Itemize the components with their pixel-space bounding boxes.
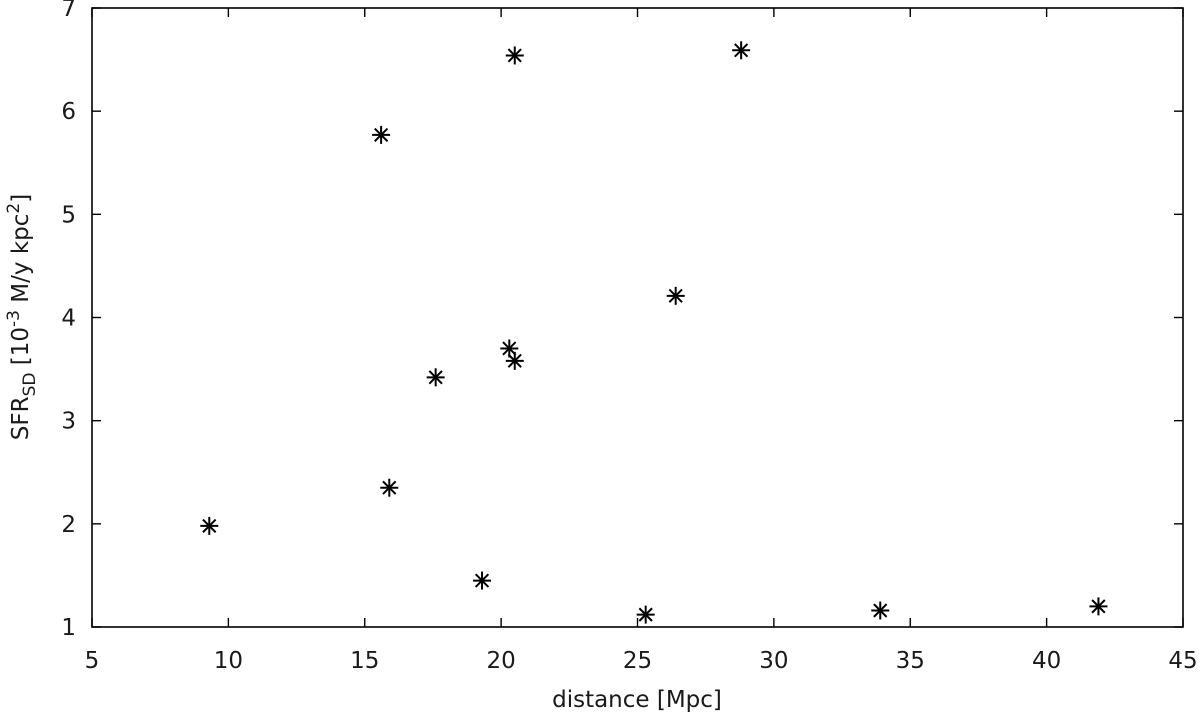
x-tick-label: 10 — [214, 648, 243, 674]
y-tick-label: 2 — [61, 512, 76, 538]
data-point — [871, 601, 890, 620]
y-tick-label: 7 — [61, 0, 76, 22]
y-axis-title: SFRSD [10-3 M/y kpc2] — [4, 194, 40, 440]
y-tick-label: 4 — [61, 306, 76, 332]
y-axis: 1 2 3 4 5 6 7 — [61, 0, 1183, 641]
y-tick-label: 5 — [61, 202, 76, 228]
data-point — [372, 125, 391, 144]
x-axis: 5 10 15 20 25 30 35 40 45 — [85, 8, 1198, 674]
data-point — [666, 286, 685, 305]
x-tick-label: 40 — [1032, 648, 1061, 674]
x-tick-label: 15 — [350, 648, 379, 674]
y-axis-title-unit-exponent: 2 — [4, 203, 24, 214]
data-points — [200, 41, 1108, 624]
y-axis-title-exponent: -3 — [4, 310, 24, 327]
data-point — [426, 368, 445, 387]
x-tick-label: 5 — [85, 648, 100, 674]
data-point — [473, 571, 492, 590]
y-tick-label: 6 — [61, 99, 76, 125]
data-point — [505, 351, 524, 370]
y-axis-title-main: SFR — [8, 396, 34, 440]
data-point — [636, 605, 655, 624]
y-tick-label: 1 — [61, 615, 76, 641]
data-point — [505, 46, 524, 65]
data-point — [380, 478, 399, 497]
y-axis-title-bracket-close: ] — [8, 194, 34, 203]
x-tick-label: 35 — [896, 648, 925, 674]
y-axis-title-subscript: SD — [20, 373, 40, 397]
plot-area-frame — [91, 7, 1184, 628]
y-tick-label: 3 — [61, 409, 76, 435]
x-tick-label: 30 — [759, 648, 788, 674]
data-point — [200, 516, 219, 535]
x-axis-title: distance [Mpc] — [552, 687, 722, 713]
y-axis-title-bracket-open: [10 — [8, 327, 34, 373]
data-point — [1089, 597, 1108, 616]
x-tick-label: 20 — [486, 648, 515, 674]
x-tick-label: 25 — [623, 648, 652, 674]
y-axis-title-unit: M/y kpc — [8, 214, 34, 310]
x-tick-label: 45 — [1168, 648, 1197, 674]
data-point — [732, 41, 751, 60]
